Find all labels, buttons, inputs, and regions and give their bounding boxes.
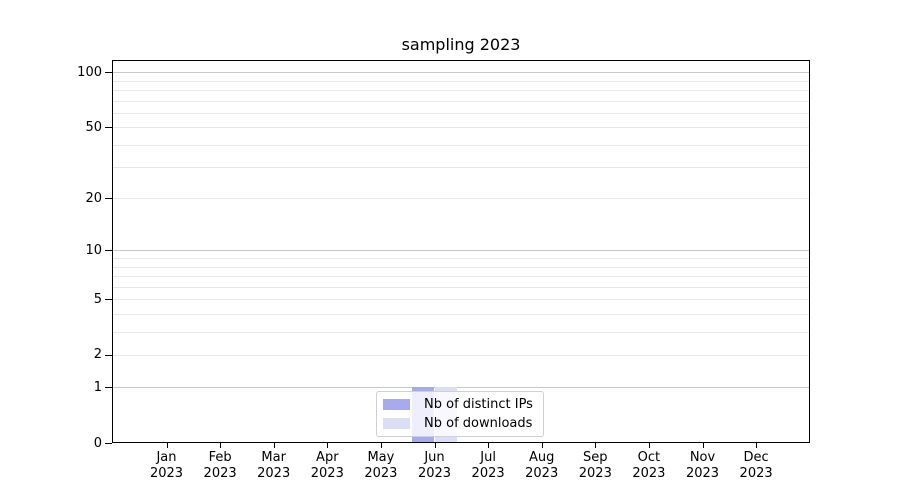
x-tick-year: 2023 [149, 466, 184, 481]
x-tick-year: 2023 [310, 466, 344, 481]
x-tick-mark [702, 443, 704, 448]
y-tick-label: 0 [93, 435, 102, 451]
x-tick-mark [273, 443, 275, 448]
x-tick-label: Jan 2023 [135, 450, 199, 482]
y-gridline [112, 250, 810, 252]
y-tick-label: 20 [85, 190, 102, 206]
x-tick-mark [648, 443, 650, 448]
x-tick-label: Feb 2023 [188, 450, 252, 482]
y-gridline [112, 275, 810, 277]
legend-label: Nb of distinct IPs [424, 397, 533, 413]
x-tick-year: 2023 [632, 466, 666, 481]
x-tick-year: 2023 [257, 466, 291, 481]
y-gridline [112, 112, 810, 114]
y-tick-mark [105, 299, 112, 300]
x-tick-year: 2023 [525, 466, 559, 481]
y-gridline [112, 331, 810, 333]
y-tick-label: 100 [77, 64, 102, 80]
y-gridline [112, 299, 810, 300]
y-tick-mark [105, 72, 112, 74]
y-tick-mark [105, 387, 112, 389]
legend-label: Nb of downloads [424, 415, 533, 431]
y-tick-label: 1 [93, 379, 102, 395]
x-tick-year: 2023 [685, 466, 720, 481]
x-tick-mark [166, 443, 168, 448]
x-tick-label: Nov 2023 [671, 450, 735, 482]
y-gridline [112, 286, 810, 288]
x-tick-mark [488, 443, 490, 448]
chart-title: sampling 2023 [401, 35, 521, 54]
y-tick-mark [105, 443, 112, 444]
y-gridline [112, 167, 810, 169]
y-gridline [112, 72, 810, 74]
x-tick-label: Jul 2023 [456, 450, 520, 482]
y-tick-mark [105, 250, 112, 252]
y-tick-mark [105, 127, 112, 129]
x-tick-label: Sep 2023 [563, 450, 627, 482]
legend-swatch [383, 417, 410, 429]
x-tick-label: Dec 2023 [724, 450, 788, 482]
y-tick-mark [105, 198, 112, 200]
x-tick-mark [756, 443, 758, 448]
legend-item: Nb of downloads [383, 416, 537, 431]
y-gridline [112, 313, 810, 315]
x-tick-year: 2023 [364, 466, 398, 481]
x-tick-label: Oct 2023 [617, 450, 681, 482]
x-tick-label: Mar 2023 [242, 450, 306, 482]
y-tick-mark [105, 354, 112, 356]
x-tick-label: Aug 2023 [510, 450, 574, 482]
x-tick-year: 2023 [417, 466, 452, 481]
x-tick-year: 2023 [739, 466, 773, 481]
y-gridline [112, 258, 810, 259]
y-gridline [112, 354, 810, 356]
x-tick-mark [327, 443, 329, 448]
x-tick-mark [380, 443, 382, 448]
x-tick-year: 2023 [203, 466, 237, 481]
y-tick-label: 50 [85, 119, 102, 135]
x-tick-mark [595, 443, 597, 448]
y-gridline [112, 127, 810, 129]
x-tick-mark [541, 443, 543, 448]
x-tick-mark [434, 443, 436, 448]
y-gridline [112, 144, 810, 146]
axes-frame [112, 60, 810, 443]
legend: Nb of distinct IPs Nb of downloads [376, 391, 544, 437]
y-tick-label: 5 [93, 291, 102, 307]
x-tick-year: 2023 [578, 466, 612, 481]
plot-area: Nb of distinct IPs Nb of downloads 0 1 2 5 10… [77, 60, 810, 481]
x-tick-label: Jun 2023 [403, 450, 467, 482]
y-gridline [112, 89, 810, 91]
y-gridline [112, 80, 810, 82]
x-tick-label: May 2023 [349, 450, 413, 482]
y-gridline [112, 266, 810, 268]
legend-swatch [383, 399, 410, 411]
x-tick-mark [220, 443, 222, 448]
y-gridline [112, 100, 810, 102]
y-gridline [112, 198, 810, 200]
legend-item: Nb of distinct IPs [383, 397, 537, 412]
y-tick-label: 2 [93, 347, 102, 363]
y-gridline [112, 387, 810, 389]
y-tick-label: 10 [85, 242, 102, 258]
x-tick-year: 2023 [471, 466, 505, 481]
x-tick-label: Apr 2023 [295, 450, 359, 482]
